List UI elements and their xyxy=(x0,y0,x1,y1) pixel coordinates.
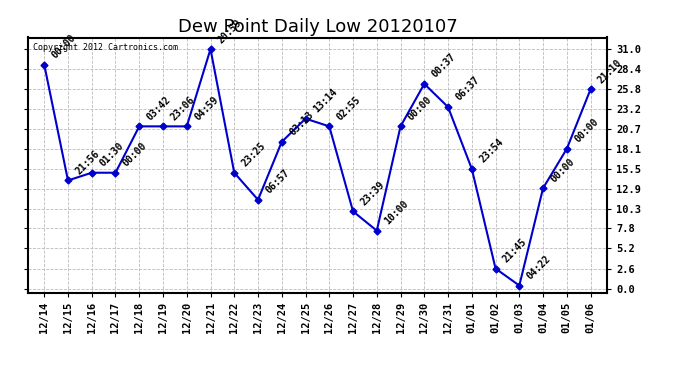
Text: 10:00: 10:00 xyxy=(382,199,410,226)
Text: 00:00: 00:00 xyxy=(406,94,434,122)
Text: 03:13: 03:13 xyxy=(287,110,315,138)
Text: 23:39: 23:39 xyxy=(359,179,386,207)
Text: 00:00: 00:00 xyxy=(573,117,600,145)
Text: 13:14: 13:14 xyxy=(311,87,339,114)
Title: Dew Point Daily Low 20120107: Dew Point Daily Low 20120107 xyxy=(177,18,457,36)
Text: 21:10: 21:10 xyxy=(596,57,624,85)
Text: Copyright 2012 Cartronics.com: Copyright 2012 Cartronics.com xyxy=(33,43,179,52)
Text: 01:30: 01:30 xyxy=(97,141,125,168)
Text: 00:00: 00:00 xyxy=(549,156,576,184)
Text: 23:25: 23:25 xyxy=(240,141,268,168)
Text: 21:45: 21:45 xyxy=(501,237,529,264)
Text: 06:37: 06:37 xyxy=(453,75,482,103)
Text: 23:06: 23:06 xyxy=(168,94,197,122)
Text: 04:59: 04:59 xyxy=(193,94,220,122)
Text: 02:55: 02:55 xyxy=(335,94,363,122)
Text: 20:59: 20:59 xyxy=(216,17,244,45)
Text: 03:42: 03:42 xyxy=(145,94,172,122)
Text: 00:37: 00:37 xyxy=(430,52,457,80)
Text: 06:57: 06:57 xyxy=(264,168,291,196)
Text: 00:00: 00:00 xyxy=(50,33,78,60)
Text: 21:56: 21:56 xyxy=(74,148,101,176)
Text: 23:54: 23:54 xyxy=(477,137,505,165)
Text: 04:22: 04:22 xyxy=(525,254,553,281)
Text: 00:00: 00:00 xyxy=(121,141,149,168)
